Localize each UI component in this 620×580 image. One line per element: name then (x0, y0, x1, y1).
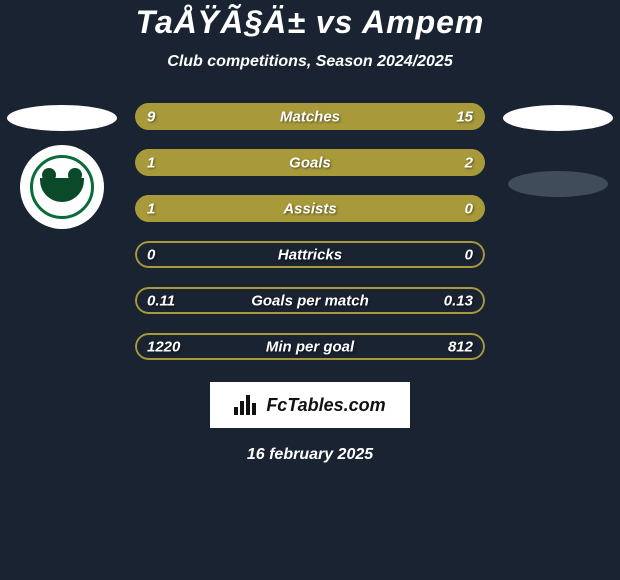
bar-chart-icon (234, 395, 260, 415)
page-subtitle: Club competitions, Season 2024/2025 (167, 53, 452, 71)
stat-row: 1 2 Goals (135, 149, 485, 176)
date-text: 16 february 2025 (247, 446, 373, 464)
stats-column: 9 15 Matches 1 2 Goals 1 0 Assists 0 0 Hattricks 0.1… (135, 103, 485, 360)
stat-row: 1220 812 Min per goal (135, 333, 485, 360)
stat-left-value: 1220 (147, 338, 180, 355)
right-player-col (503, 103, 613, 197)
right-player-avatar (503, 105, 613, 131)
stat-right-value: 0 (465, 246, 473, 263)
stat-row: 0.11 0.13 Goals per match (135, 287, 485, 314)
stat-right-value: 15 (456, 108, 473, 125)
stat-row: 1 0 Assists (135, 195, 485, 222)
stat-right-value: 0 (465, 200, 473, 217)
stat-left-value: 0 (147, 246, 155, 263)
stats-comparison-card: TaÅŸÃ§Ä± vs Ampem Club competitions, Sea… (0, 0, 620, 464)
stat-right-value: 2 (465, 154, 473, 171)
stat-label: Goals (289, 154, 331, 171)
stat-left-value: 9 (147, 108, 155, 125)
stat-row: 0 0 Hattricks (135, 241, 485, 268)
stat-row: 9 15 Matches (135, 103, 485, 130)
page-title: TaÅŸÃ§Ä± vs Ampem (136, 4, 485, 41)
stat-label: Assists (283, 200, 336, 217)
stat-label: Min per goal (266, 338, 354, 355)
konyaspor-badge-icon (30, 155, 94, 219)
stat-right-value: 0.13 (444, 292, 473, 309)
left-player-col (7, 103, 117, 229)
main-row: 9 15 Matches 1 2 Goals 1 0 Assists 0 0 Hattricks 0.1… (0, 103, 620, 360)
right-club-badge (508, 171, 608, 197)
stat-label: Matches (280, 108, 340, 125)
stat-left-value: 1 (147, 200, 155, 217)
brand-text: FcTables.com (266, 395, 385, 416)
stat-label: Hattricks (278, 246, 342, 263)
stat-left-value: 1 (147, 154, 155, 171)
left-player-avatar (7, 105, 117, 131)
stat-left-value: 0.11 (147, 292, 175, 309)
left-club-badge (20, 145, 104, 229)
stat-label: Goals per match (251, 292, 369, 309)
stat-right-value: 812 (448, 338, 473, 355)
brand-banner[interactable]: FcTables.com (210, 382, 410, 428)
